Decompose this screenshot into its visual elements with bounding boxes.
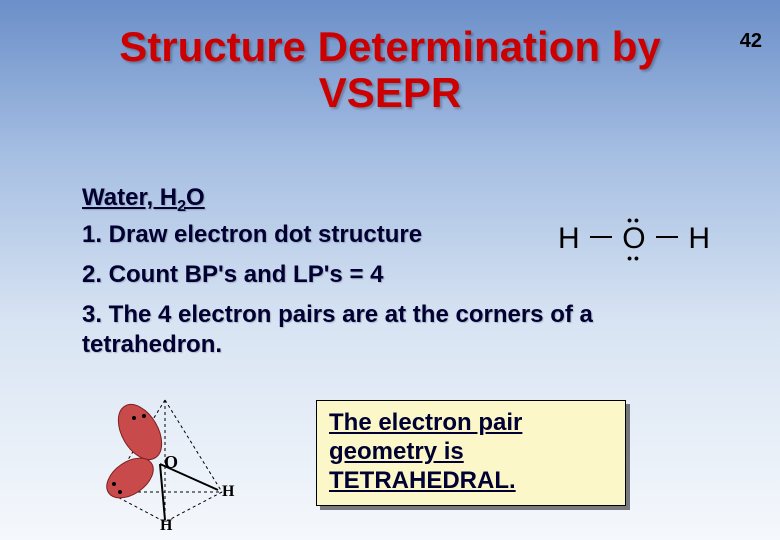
title-line-2: VSEPR bbox=[319, 69, 461, 116]
step-3: 3. The 4 electron pairs are at the corne… bbox=[82, 300, 702, 360]
lone-pair-top-icon: •• bbox=[627, 212, 641, 228]
lewis-o-wrap: •• O •• bbox=[622, 222, 645, 256]
tetrahedron-diagram: O H H bbox=[90, 392, 240, 530]
slide-title: Structure Determination by VSEPR bbox=[0, 24, 780, 116]
title-line-1: Structure Determination by bbox=[119, 23, 660, 70]
page-number: 42 bbox=[740, 30, 762, 53]
tetra-label-h2: H bbox=[160, 517, 173, 530]
lone-pair-bottom-icon: •• bbox=[627, 250, 641, 266]
callout-box: The electron pair geometry is TETRAHEDRA… bbox=[316, 400, 626, 506]
bond-left bbox=[590, 236, 612, 238]
lewis-structure: H •• O •• H bbox=[558, 222, 710, 256]
tetra-label-h1: H bbox=[222, 483, 235, 500]
subtitle-suffix: O bbox=[186, 184, 205, 211]
bond-right bbox=[656, 236, 678, 238]
subtitle: Water, H2O bbox=[82, 184, 702, 216]
lewis-h-right: H bbox=[688, 222, 710, 255]
tetra-label-o: O bbox=[164, 452, 178, 472]
step-2: 2. Count BP's and LP's = 4 bbox=[82, 260, 702, 290]
subtitle-sub: 2 bbox=[177, 198, 186, 215]
content-block: Water, H2O 1. Draw electron dot structur… bbox=[82, 184, 702, 360]
lewis-h-left: H bbox=[558, 222, 580, 255]
subtitle-prefix: Water, H bbox=[82, 184, 177, 211]
